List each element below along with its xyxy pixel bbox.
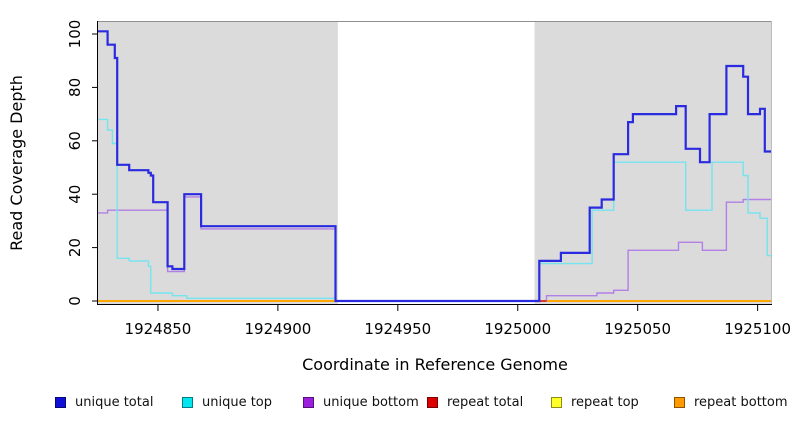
coverage-chart: 1924850 1924900 1924950 1925000 1925050 19251… <box>7 20 791 374</box>
series-line-unique-bottom <box>98 196 772 302</box>
x-tick-label: 1925000 <box>484 320 551 338</box>
y-tick-label: 0 <box>66 296 84 306</box>
legend-item-unique-top: unique top <box>182 395 272 410</box>
y-tick-label: 40 <box>66 185 84 204</box>
series-line-unique-total <box>98 30 772 303</box>
legend-item-repeat-bottom: repeat bottom <box>674 395 788 410</box>
y-tick-label: 60 <box>66 131 84 150</box>
x-tick-label: 1925050 <box>604 320 671 338</box>
x-tick-label: 1924950 <box>364 320 431 338</box>
legend-item-repeat-top: repeat top <box>551 395 639 410</box>
y-axis-title: Read Coverage Depth <box>7 75 26 251</box>
legend-swatch-repeat-total <box>427 397 438 408</box>
y-tick-label: 20 <box>66 238 84 257</box>
legend-item-unique-total: unique total <box>55 395 153 410</box>
legend-item-unique-bottom: unique bottom <box>303 395 419 410</box>
legend-label-unique-top: unique top <box>202 395 273 410</box>
legend-swatch-repeat-top <box>551 397 562 408</box>
y-tick-label: 80 <box>66 78 84 97</box>
y-tick-label: 100 <box>66 20 84 49</box>
legend-label-repeat-top: repeat top <box>571 395 639 410</box>
chart-layers: 1924850 1924900 1924950 1925000 1925050 19251… <box>66 20 791 338</box>
legend-item-repeat-total: repeat total <box>427 395 523 410</box>
x-tick-label: 1924900 <box>244 320 311 338</box>
legend-label-unique-total: unique total <box>75 395 154 410</box>
legend-label-unique-bottom: unique bottom <box>323 395 419 410</box>
legend-swatch-unique-total <box>55 397 66 408</box>
legend-label-repeat-bottom: repeat bottom <box>694 395 788 410</box>
shaded-region <box>534 21 772 305</box>
x-tick-label: 1924850 <box>125 320 192 338</box>
legend-label-repeat-total: repeat total <box>447 395 524 410</box>
plot-panel: 1924850 1924900 1924950 1925000 1925050 19251… <box>7 20 791 374</box>
shaded-region <box>98 21 338 305</box>
legend-swatch-unique-top <box>182 397 193 408</box>
x-axis-title: Coordinate in Reference Genome <box>302 355 568 374</box>
x-tick-label: 1925100 <box>724 320 791 338</box>
chart-legend: unique total unique top unique bottom repea… <box>0 395 792 417</box>
legend-swatch-repeat-bottom <box>674 397 685 408</box>
legend-swatch-unique-bottom <box>303 397 314 408</box>
